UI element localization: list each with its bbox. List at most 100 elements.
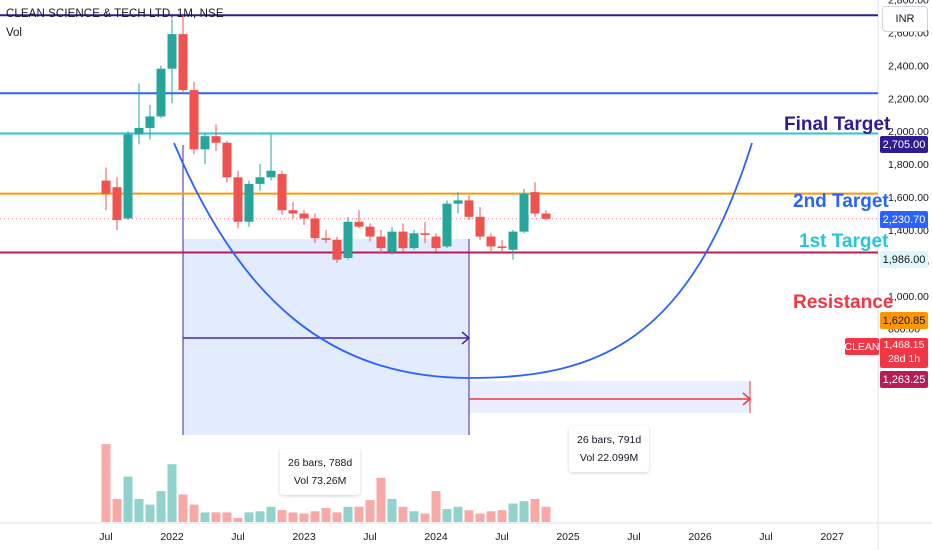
candle-body [387, 231, 397, 252]
symbol-title[interactable]: CLEAN SCIENCE & TECH LTD, 1M, NSE [6, 8, 224, 20]
candle-body [464, 200, 474, 217]
candle-body [277, 174, 287, 211]
measure-box-left: 26 bars, 788d Vol 73.26M [280, 449, 361, 495]
candle-body [156, 68, 166, 117]
x-tick-label: Jul [627, 531, 640, 543]
volume-bar [244, 512, 254, 522]
candle-body [497, 246, 507, 249]
x-tick-label: 2022 [160, 531, 184, 543]
last-price: 1,468.15 [883, 339, 925, 351]
y-tick-label: 1,000.00 [888, 291, 929, 303]
candle-body [376, 236, 386, 249]
symbol-price-tag: CLEAN [845, 338, 880, 355]
measure-left-vol: Vol 73.26M [293, 475, 347, 487]
candle-body [112, 187, 122, 221]
candle-body [222, 142, 232, 178]
bar-countdown: 28d 1h [887, 353, 921, 365]
volume-bar [420, 513, 430, 522]
volume-bar [112, 498, 122, 522]
volume-bar [288, 512, 298, 522]
candle-body [354, 221, 364, 227]
last-price-tag: 1,468.15 28d 1h [880, 338, 928, 368]
y-tick-label: 2,400.00 [888, 60, 929, 72]
candle-body [123, 134, 133, 219]
x-tick-label: 2025 [556, 531, 580, 543]
volume-bar [376, 477, 386, 522]
final-target-label: Final Target [784, 114, 891, 135]
candle-body [101, 180, 111, 194]
first-target-price-tag: 1,986.00 [880, 251, 928, 268]
candle-body [508, 231, 518, 250]
volume-bar [508, 503, 518, 522]
candle-body [431, 236, 441, 249]
volume-bar [167, 464, 177, 522]
volume-bar [299, 513, 309, 522]
volume-bar [255, 511, 265, 522]
volume-bar [541, 506, 551, 522]
candle-body [255, 177, 265, 184]
resistance-price-tag: 1,620.85 [880, 312, 928, 329]
candle-body [134, 127, 144, 135]
volume-bar [211, 512, 221, 522]
candle-body [145, 116, 155, 128]
measure-left-bars: 26 bars, 788d [288, 457, 353, 469]
volume-bar [233, 518, 243, 522]
projection-measure-box [469, 381, 750, 413]
final-target-price-tag: 2,705.00 [880, 136, 928, 153]
candle-body [486, 236, 496, 247]
volume-bar [519, 501, 529, 522]
volume-bar [409, 511, 419, 522]
candle-body [167, 34, 177, 69]
volume-bar [222, 512, 232, 522]
volume-bar [431, 491, 441, 522]
candle-body [310, 218, 320, 239]
range-measure-box [183, 239, 469, 435]
candle-body [519, 193, 529, 232]
candle-body [288, 210, 298, 214]
volume-bar [156, 491, 166, 522]
volume-bar [475, 513, 485, 522]
cup-curve [173, 142, 753, 379]
measure-box-right: 26 bars, 791d Vol 22.099M [569, 426, 650, 472]
currency-button[interactable]: INR [882, 6, 928, 32]
y-tick-label: 2,200.00 [888, 93, 929, 105]
candle-body [398, 231, 408, 249]
volume-bar [178, 494, 188, 522]
x-tick-label: 2027 [820, 531, 844, 543]
resistance-label: Resistance [793, 292, 894, 313]
candle-body [420, 233, 430, 235]
candle-body [266, 170, 276, 178]
measure-right-vol: Vol 22.099M [579, 452, 639, 464]
second-target-price-tag: 2,230.70 [880, 211, 928, 228]
volume-bar [310, 511, 320, 522]
x-tick-label: Jul [99, 531, 112, 543]
x-tick-label: 2024 [424, 531, 448, 543]
second-target-label: 2nd Target [793, 191, 889, 212]
volume-bar [123, 476, 133, 522]
candle-body [211, 136, 221, 143]
x-tick-label: 2023 [292, 531, 316, 543]
y-tick-label: 2,800.00 [888, 0, 929, 7]
candle-body [530, 192, 540, 214]
volume-bar [464, 510, 474, 522]
volume-bar [354, 506, 364, 522]
volume-bar [387, 498, 397, 522]
y-tick-label: 2,000.00 [888, 126, 929, 138]
candle-body [475, 216, 485, 237]
volume-bar [321, 507, 331, 522]
volume-bar [530, 498, 540, 522]
volume-legend[interactable]: Vol [6, 27, 22, 39]
candle-body [541, 213, 551, 219]
first-target-label: 1st Target [799, 231, 889, 252]
x-tick-label: 2026 [688, 531, 712, 543]
volume-bar [497, 510, 507, 522]
x-tick-label: Jul [759, 531, 772, 543]
candle-body [409, 233, 419, 249]
x-tick-label: Jul [363, 531, 376, 543]
volume-bar [442, 509, 452, 522]
volume-bar [101, 444, 111, 522]
volume-bar [134, 498, 144, 522]
candle-body [453, 200, 463, 204]
volume-bar [398, 506, 408, 522]
